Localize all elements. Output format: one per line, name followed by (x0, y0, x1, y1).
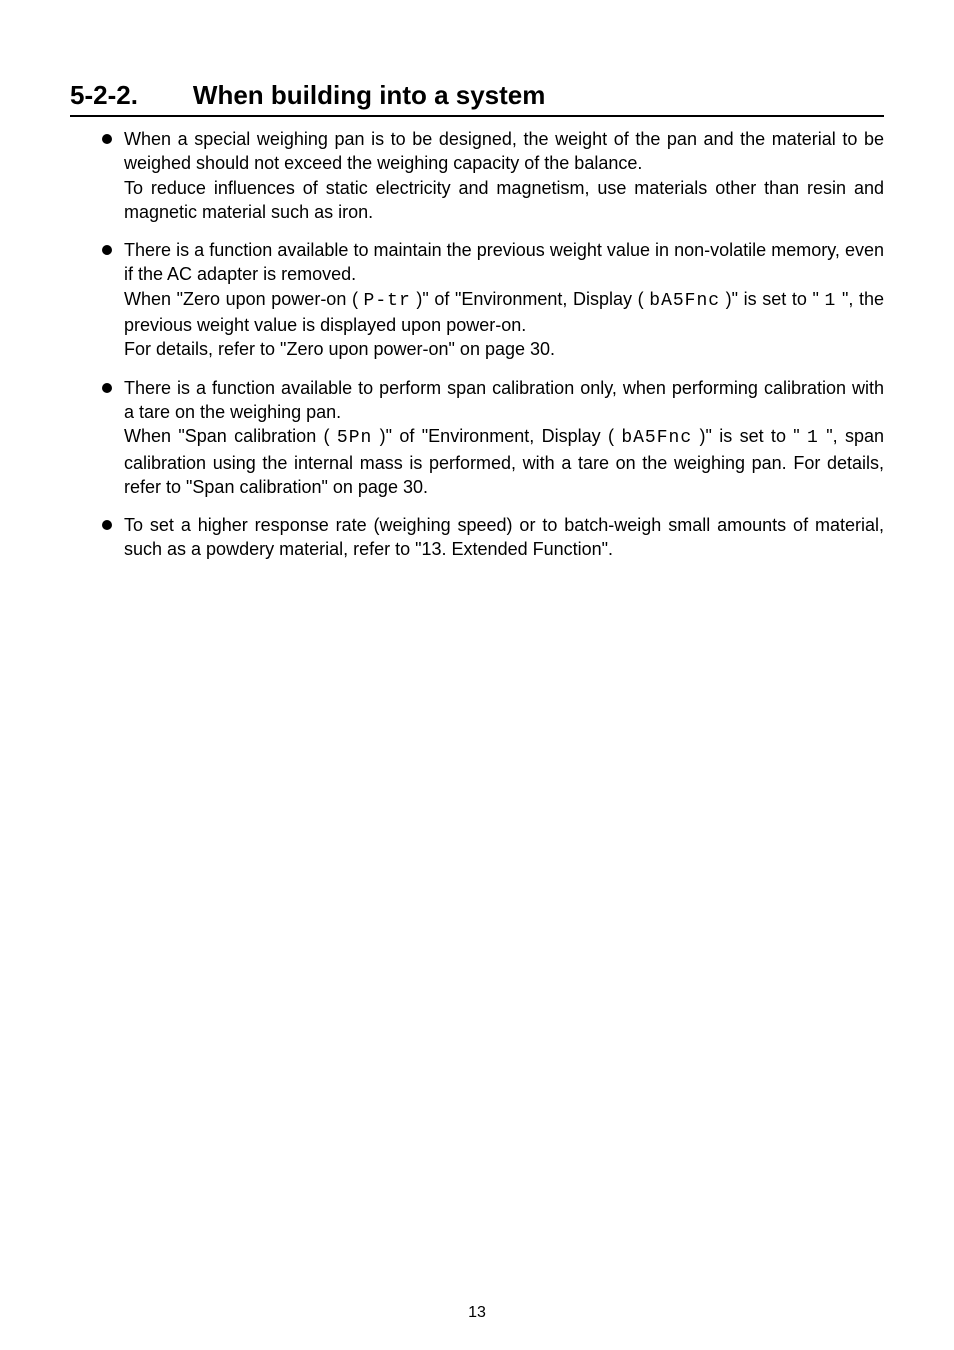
list-item: There is a function available to perform… (102, 376, 884, 499)
body-text: To reduce influences of static electrici… (124, 178, 884, 222)
seg-text: P-tr (364, 291, 411, 311)
body-text: )" is set to " (720, 289, 824, 309)
body-text: )" of "Environment, Display ( (372, 426, 621, 446)
seg-text: 1 (825, 291, 837, 311)
body-text: When "Span calibration ( (124, 426, 337, 446)
seg-text: 5Pn (337, 428, 372, 448)
section-heading: 5-2-2. When building into a system (70, 80, 884, 117)
list-item: When a special weighing pan is to be des… (102, 127, 884, 224)
body-text: )" of "Environment, Display ( (411, 289, 650, 309)
section-title: When building into a system (193, 80, 545, 111)
body-text: When "Zero upon power-on ( (124, 289, 364, 309)
section-number: 5-2-2. (70, 80, 138, 111)
body-text: There is a function available to perform… (124, 378, 884, 422)
page-number: 13 (0, 1304, 954, 1322)
body-text: )" is set to " (692, 426, 807, 446)
seg-text: 1 (807, 428, 819, 448)
list-item: There is a function available to maintai… (102, 238, 884, 361)
bullet-list: When a special weighing pan is to be des… (70, 127, 884, 562)
body-text: To set a higher response rate (weighing … (124, 515, 884, 559)
body-text: When a special weighing pan is to be des… (124, 129, 884, 173)
body-text: For details, refer to "Zero upon power-o… (124, 339, 555, 359)
list-item: To set a higher response rate (weighing … (102, 513, 884, 562)
seg-text: bA5Fnc (621, 428, 692, 448)
body-text: There is a function available to maintai… (124, 240, 884, 284)
seg-text: bA5Fnc (649, 291, 720, 311)
